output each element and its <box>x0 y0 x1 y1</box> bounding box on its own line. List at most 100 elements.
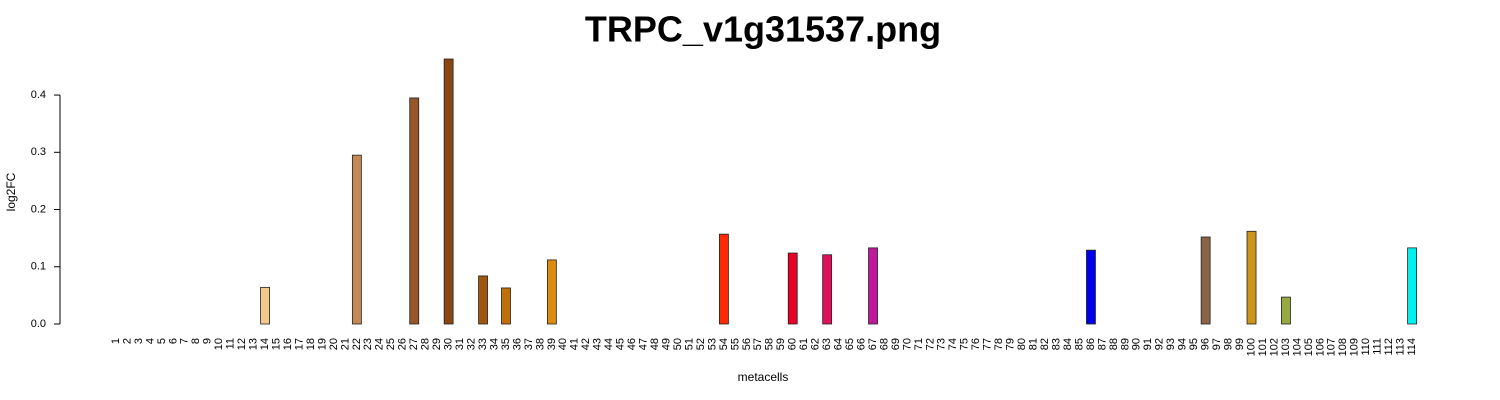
x-tick-label: 2 <box>121 338 133 344</box>
x-tick-label: 39 <box>546 338 558 350</box>
x-tick-label: 12 <box>236 338 248 350</box>
x-tick-label: 9 <box>202 338 214 344</box>
x-tick-label: 29 <box>431 338 443 350</box>
bar <box>409 97 420 325</box>
x-tick-label: 76 <box>970 338 982 350</box>
x-tick-label: 106 <box>1314 338 1326 356</box>
bar <box>1281 296 1291 325</box>
x-tick-label: 108 <box>1337 338 1349 356</box>
x-tick-label: 6 <box>167 338 179 344</box>
x-axis-label: metacells <box>738 370 789 384</box>
x-tick-label: 64 <box>833 338 845 350</box>
x-tick-label: 45 <box>615 338 627 350</box>
x-tick-label: 63 <box>821 338 833 350</box>
x-tick-label: 44 <box>603 338 615 350</box>
x-tick-label: 48 <box>649 338 661 350</box>
x-tick-label: 94 <box>1177 338 1189 350</box>
x-tick-label: 51 <box>683 338 695 350</box>
x-tick-label: 70 <box>901 338 913 350</box>
x-tick-label: 32 <box>465 338 477 350</box>
y-axis-label: log2FC <box>4 172 18 211</box>
x-tick-label: 71 <box>913 338 925 350</box>
x-tick-label: 18 <box>305 338 317 350</box>
x-tick-label: 47 <box>638 338 650 350</box>
x-tick-label: 56 <box>741 338 753 350</box>
y-tick-label: 0.3 <box>31 146 46 158</box>
x-tick-label: 90 <box>1131 338 1143 350</box>
x-tick-label: 11 <box>225 338 237 349</box>
bar <box>351 154 362 325</box>
y-tick-label: 0.0 <box>31 318 46 330</box>
x-tick-label: 54 <box>718 338 730 350</box>
x-tick-label: 61 <box>798 338 810 350</box>
x-tick-label: 84 <box>1062 338 1074 350</box>
x-tick-label: 74 <box>947 338 959 350</box>
x-tick-label: 21 <box>339 338 351 350</box>
x-tick-label: 77 <box>982 338 994 350</box>
x-tick-label: 5 <box>156 338 168 344</box>
x-tick-label: 57 <box>752 338 764 350</box>
x-tick-label: 112 <box>1383 338 1395 356</box>
x-tick-label: 53 <box>706 338 718 350</box>
bar <box>868 247 878 325</box>
x-tick-label: 59 <box>775 338 787 350</box>
x-tick-label: 86 <box>1085 338 1097 350</box>
x-tick-label: 81 <box>1028 338 1040 350</box>
x-tick-label: 27 <box>408 338 420 350</box>
bar <box>260 286 271 325</box>
x-tick-label: 28 <box>420 338 432 350</box>
bar <box>1200 236 1211 325</box>
x-tick-label: 109 <box>1349 338 1361 356</box>
x-tick-label: 34 <box>488 338 500 350</box>
x-tick-label: 104 <box>1291 338 1303 356</box>
x-tick-label: 72 <box>924 338 936 350</box>
x-tick-label: 110 <box>1360 338 1372 356</box>
x-tick-label: 93 <box>1165 338 1177 350</box>
x-tick-label: 79 <box>1005 338 1017 350</box>
x-tick-label: 69 <box>890 338 902 350</box>
x-tick-label: 33 <box>477 338 489 350</box>
x-tick-label: 97 <box>1211 338 1223 350</box>
x-tick-label: 17 <box>293 338 305 350</box>
y-tick-label: 0.4 <box>31 89 46 101</box>
x-tick-label: 43 <box>592 338 604 350</box>
x-tick-label: 1 <box>110 338 122 344</box>
x-tick-label: 82 <box>1039 338 1051 350</box>
chart-title: TRPC_v1g31537.png <box>585 9 941 50</box>
x-tick-label: 50 <box>672 338 684 350</box>
x-tick-label: 92 <box>1154 338 1166 350</box>
bar <box>719 233 729 325</box>
x-tick-label: 100 <box>1245 338 1257 356</box>
y-tick-label: 0.2 <box>31 203 46 215</box>
x-tick-label: 31 <box>454 338 466 350</box>
x-tick-label: 105 <box>1303 338 1315 356</box>
bar <box>501 287 511 325</box>
x-tick-label: 107 <box>1326 338 1338 356</box>
x-tick-label: 25 <box>385 338 397 350</box>
bar <box>478 275 488 325</box>
x-tick-label: 87 <box>1096 338 1108 350</box>
x-tick-label: 10 <box>213 338 225 350</box>
x-tick-label: 38 <box>534 338 546 350</box>
x-tick-label: 3 <box>133 338 145 344</box>
x-tick-label: 91 <box>1142 338 1154 350</box>
x-tick-label: 75 <box>959 338 971 350</box>
x-tick-label: 103 <box>1280 338 1292 356</box>
x-tick-label: 22 <box>351 338 363 350</box>
x-tick-label: 65 <box>844 338 856 350</box>
bar <box>822 254 833 325</box>
x-tick-label: 42 <box>580 338 592 350</box>
x-tick-label: 40 <box>557 338 569 350</box>
x-tick-label: 99 <box>1234 338 1246 350</box>
x-tick-label: 4 <box>144 338 156 344</box>
x-tick-label: 8 <box>190 338 202 344</box>
x-tick-label: 16 <box>282 338 294 350</box>
x-tick-label: 62 <box>810 338 822 350</box>
x-tick-label: 101 <box>1257 338 1269 356</box>
bar <box>1246 230 1257 325</box>
x-tick-label: 88 <box>1108 338 1120 350</box>
x-tick-label: 52 <box>695 338 707 350</box>
x-tick-label: 80 <box>1016 338 1028 350</box>
x-tick-label: 55 <box>729 338 741 350</box>
x-tick-label: 46 <box>626 338 638 350</box>
